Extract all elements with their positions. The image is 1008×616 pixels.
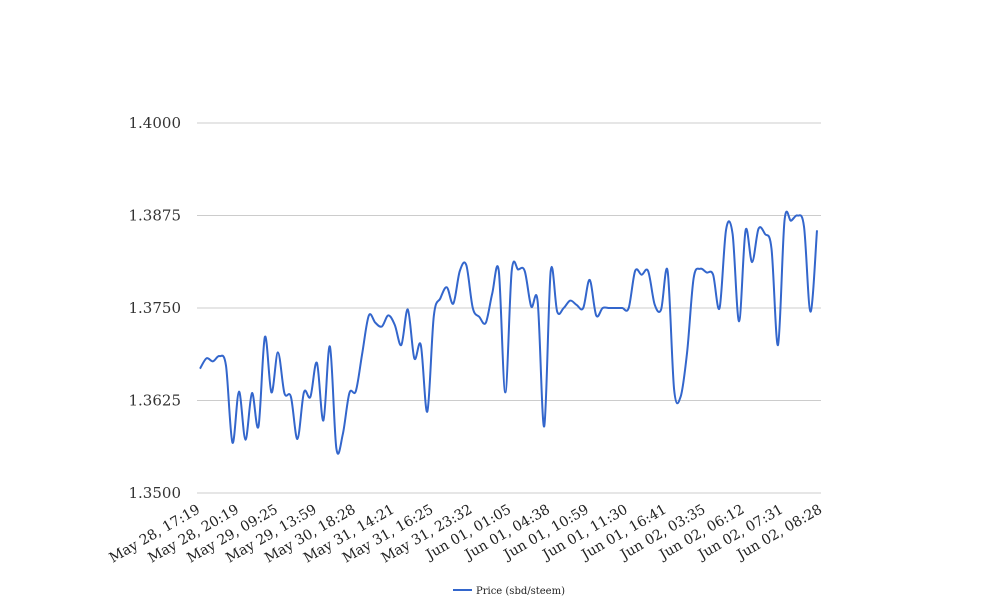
- y-tick-label: 1.3625: [129, 392, 182, 410]
- series-layer: [199, 210, 818, 455]
- legend-label: Price (sbd/steem): [476, 586, 565, 597]
- y-tick-label: 1.3875: [129, 207, 182, 225]
- legend: Price (sbd/steem): [453, 586, 565, 597]
- y-tick-label: 1.4000: [129, 114, 182, 132]
- y-axis-ticks: 1.3500 1.3625 1.3750 1.3875 1.4000: [129, 114, 182, 502]
- y-tick-label: 1.3500: [129, 484, 182, 502]
- y-tick-label: 1.3750: [129, 299, 182, 317]
- series-line-price: [199, 210, 818, 455]
